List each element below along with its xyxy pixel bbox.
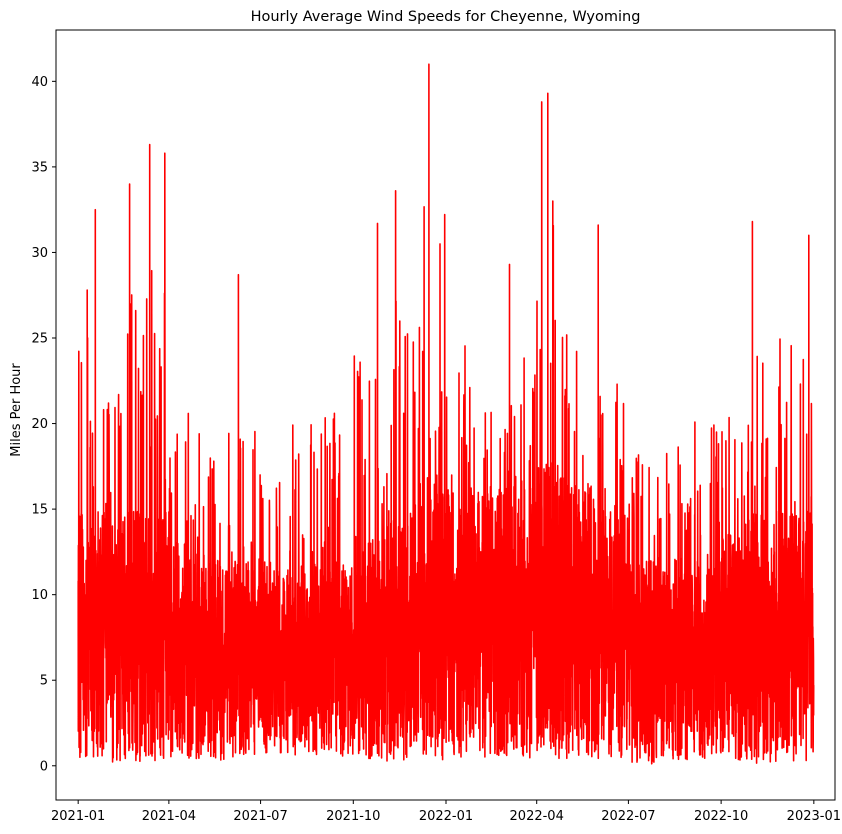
plot-frame <box>55 29 836 801</box>
axes: 0 5 10 15 20 25 30 35 40 2021-01 2021-04 2021-07 202… <box>31 75 841 824</box>
y-axis-label: Miles Per Hour <box>9 363 24 457</box>
y-tick-label: 15 <box>31 503 48 518</box>
y-tick-label: 10 <box>31 588 48 603</box>
x-tick-label: 2023-01 <box>787 809 841 824</box>
x-tick-label: 2022-10 <box>694 809 748 824</box>
x-tick-label: 2021-10 <box>326 809 380 824</box>
x-tick-label: 2022-04 <box>510 809 564 824</box>
y-tick-label: 40 <box>31 75 48 90</box>
x-tick-label: 2021-01 <box>51 809 105 824</box>
y-tick-label: 30 <box>31 246 48 261</box>
x-tick-label: 2021-04 <box>142 809 196 824</box>
plot-series <box>77 63 815 765</box>
y-tick-label: 20 <box>31 417 48 432</box>
y-tick-label: 0 <box>40 759 48 774</box>
x-tick-label: 2022-01 <box>419 809 473 824</box>
chart-title: Hourly Average Wind Speeds for Cheyenne,… <box>251 9 641 25</box>
y-tick-label: 35 <box>31 160 48 175</box>
wind-speed-series-line <box>77 63 815 765</box>
x-tick-label: 2021-07 <box>233 809 287 824</box>
y-tick-label: 5 <box>40 674 48 689</box>
y-tick-label: 25 <box>31 332 48 347</box>
x-tick-label: 2022-07 <box>601 809 655 824</box>
